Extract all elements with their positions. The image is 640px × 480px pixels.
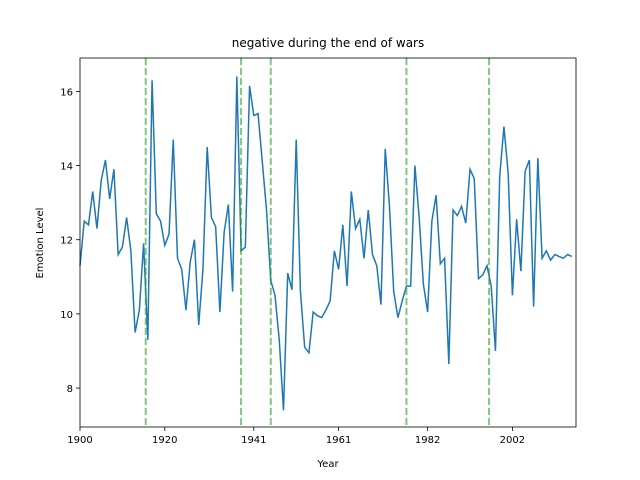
x-tick-label: 1961 <box>326 435 351 446</box>
x-tick-label: 1920 <box>152 435 177 446</box>
plot-frame <box>79 57 577 428</box>
x-tick-label: 1982 <box>415 435 440 446</box>
y-tick-label: 10 <box>60 310 73 321</box>
x-axis-label: Year <box>316 459 339 470</box>
y-tick-label: 16 <box>60 87 73 98</box>
x-tick-label: 2002 <box>500 435 525 446</box>
x-tick-label: 1900 <box>67 435 92 446</box>
x-tick-label: 1941 <box>241 435 266 446</box>
y-tick-label: 14 <box>60 162 73 173</box>
y-tick-label: 8 <box>67 384 73 395</box>
y-tick-label: 12 <box>60 236 73 247</box>
y-axis-label: Emotion Level <box>35 208 46 279</box>
chart-title: negative during the end of wars <box>232 36 425 50</box>
